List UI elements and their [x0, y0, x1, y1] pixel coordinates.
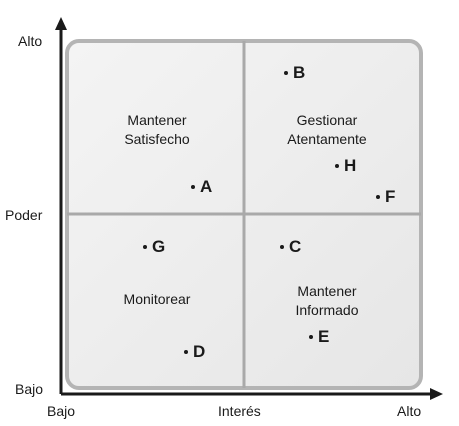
stakeholder-point-g: G	[143, 237, 165, 257]
y-axis-title: Poder	[5, 207, 43, 223]
quadrant-label-monitor: Monitorear	[87, 290, 227, 309]
stakeholder-point-f: F	[376, 187, 395, 207]
point-label: C	[289, 237, 302, 256]
point-marker	[280, 245, 284, 249]
x-axis-label-high: Alto	[397, 403, 422, 419]
quadrant-label-keep-informed-text: Mantener Informado	[295, 283, 359, 318]
point-label: H	[344, 156, 357, 175]
point-label: E	[318, 327, 330, 346]
point-label: F	[385, 187, 396, 206]
point-marker	[376, 195, 380, 199]
point-label: D	[193, 342, 206, 361]
quadrant-label-monitor-text: Monitorear	[123, 291, 191, 307]
quadrant-label-manage-closely: Gestionar Atentamente	[257, 111, 397, 149]
point-marker	[143, 245, 147, 249]
point-label: G	[152, 237, 166, 256]
x-axis-label-low: Bajo	[47, 403, 76, 419]
y-axis-label-low: Bajo	[15, 381, 44, 397]
stakeholder-point-c: C	[280, 237, 301, 257]
stakeholder-point-a: A	[191, 177, 212, 197]
point-marker	[284, 71, 288, 75]
point-marker	[309, 335, 313, 339]
stakeholder-point-b: B	[284, 63, 305, 83]
point-marker	[184, 350, 188, 354]
point-label: B	[293, 63, 306, 82]
x-axis-arrowhead	[430, 388, 443, 400]
stakeholder-point-e: E	[309, 327, 329, 347]
stakeholder-point-d: D	[184, 342, 205, 362]
quadrant-label-keep-satisfied-text: Mantener Satisfecho	[124, 112, 190, 147]
point-marker	[335, 164, 339, 168]
x-axis-title: Interés	[218, 403, 261, 419]
point-marker	[191, 185, 195, 189]
point-label: A	[200, 177, 213, 196]
quadrant-label-keep-informed: Mantener Informado	[257, 282, 397, 320]
quadrant-label-manage-closely-text: Gestionar Atentamente	[287, 112, 367, 147]
stakeholder-point-h: H	[335, 156, 356, 176]
y-axis-label-high: Alto	[18, 33, 43, 49]
quadrant-label-keep-satisfied: Mantener Satisfecho	[87, 111, 227, 149]
y-axis-arrowhead	[55, 17, 67, 30]
